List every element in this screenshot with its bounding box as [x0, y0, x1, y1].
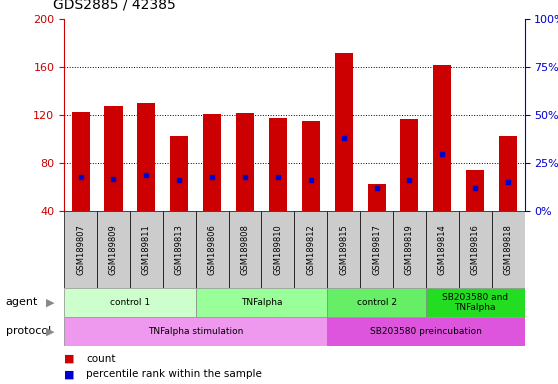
Text: GSM189806: GSM189806	[208, 224, 217, 275]
Bar	[368, 184, 386, 211]
Bar	[229, 211, 262, 288]
Text: ▶: ▶	[46, 297, 55, 308]
Bar	[327, 317, 525, 346]
Bar	[196, 288, 327, 317]
Bar	[236, 113, 254, 211]
Text: GSM189811: GSM189811	[142, 224, 151, 275]
Text: GSM189809: GSM189809	[109, 224, 118, 275]
Text: GDS2885 / 42385: GDS2885 / 42385	[53, 0, 176, 12]
Bar	[426, 211, 459, 288]
Text: GSM189813: GSM189813	[175, 224, 184, 275]
Bar	[262, 211, 295, 288]
Bar	[137, 103, 156, 211]
Text: control 2: control 2	[357, 298, 397, 307]
Bar	[459, 211, 492, 288]
Bar	[327, 211, 360, 288]
Bar	[269, 118, 287, 211]
Bar	[433, 65, 451, 211]
Text: SB203580 preincubation: SB203580 preincubation	[370, 327, 482, 336]
Bar	[203, 114, 221, 211]
Bar	[360, 211, 393, 288]
Bar	[393, 211, 426, 288]
Bar	[426, 288, 525, 317]
Bar	[401, 119, 418, 211]
Bar	[196, 211, 229, 288]
Text: GSM189818: GSM189818	[503, 224, 513, 275]
Text: GSM189808: GSM189808	[240, 224, 249, 275]
Text: control 1: control 1	[110, 298, 150, 307]
Text: ■: ■	[64, 369, 75, 379]
Bar	[466, 170, 484, 211]
Text: GSM189810: GSM189810	[273, 224, 282, 275]
Bar	[295, 211, 327, 288]
Bar	[163, 211, 196, 288]
Bar	[104, 106, 123, 211]
Text: percentile rank within the sample: percentile rank within the sample	[86, 369, 262, 379]
Text: ■: ■	[64, 354, 75, 364]
Bar	[130, 211, 163, 288]
Text: GSM189816: GSM189816	[471, 224, 480, 275]
Text: agent: agent	[6, 297, 38, 308]
Bar	[302, 121, 320, 211]
Text: GSM189807: GSM189807	[76, 224, 85, 275]
Text: TNFalpha: TNFalpha	[240, 298, 282, 307]
Bar	[499, 136, 517, 211]
Text: TNFalpha stimulation: TNFalpha stimulation	[148, 327, 243, 336]
Bar	[64, 317, 327, 346]
Bar	[71, 112, 90, 211]
Bar	[64, 288, 196, 317]
Text: ▶: ▶	[46, 326, 55, 336]
Text: protocol: protocol	[6, 326, 51, 336]
Text: GSM189819: GSM189819	[405, 224, 414, 275]
Text: GSM189815: GSM189815	[339, 224, 348, 275]
Text: count: count	[86, 354, 116, 364]
Bar	[492, 211, 525, 288]
Bar	[97, 211, 130, 288]
Bar	[335, 53, 353, 211]
Bar	[327, 288, 426, 317]
Text: GSM189814: GSM189814	[438, 224, 447, 275]
Bar	[64, 211, 97, 288]
Text: SB203580 and
TNFalpha: SB203580 and TNFalpha	[442, 293, 508, 312]
Text: GSM189817: GSM189817	[372, 224, 381, 275]
Text: GSM189812: GSM189812	[306, 224, 315, 275]
Bar	[170, 136, 188, 211]
